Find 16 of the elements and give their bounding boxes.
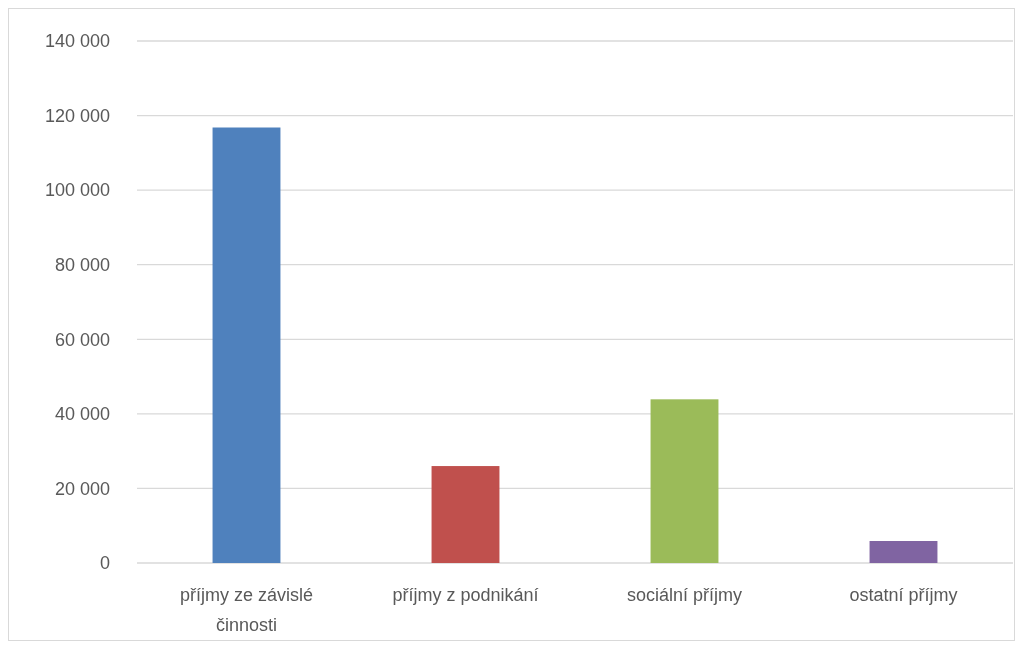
x-tick-label: příjmy z podnikání bbox=[392, 585, 539, 605]
y-tick-label: 20 000 bbox=[54, 478, 110, 499]
y-tick-label: 140 000 bbox=[44, 31, 110, 52]
y-tick-label: 60 000 bbox=[54, 329, 110, 350]
y-tick-label: 80 000 bbox=[54, 255, 110, 276]
x-tick-label: ostatní příjmy bbox=[849, 585, 958, 605]
bar bbox=[212, 127, 281, 563]
bar bbox=[431, 466, 500, 563]
bar bbox=[869, 541, 938, 563]
x-tick-label: příjmy ze závislé činnosti bbox=[179, 585, 314, 635]
bar bbox=[650, 399, 719, 563]
y-tick-label: 0 bbox=[99, 553, 110, 574]
x-tick-label: sociální příjmy bbox=[626, 585, 743, 605]
y-tick-label: 40 000 bbox=[54, 404, 110, 425]
y-tick-label: 100 000 bbox=[44, 180, 110, 201]
y-tick-label: 120 000 bbox=[44, 105, 110, 126]
